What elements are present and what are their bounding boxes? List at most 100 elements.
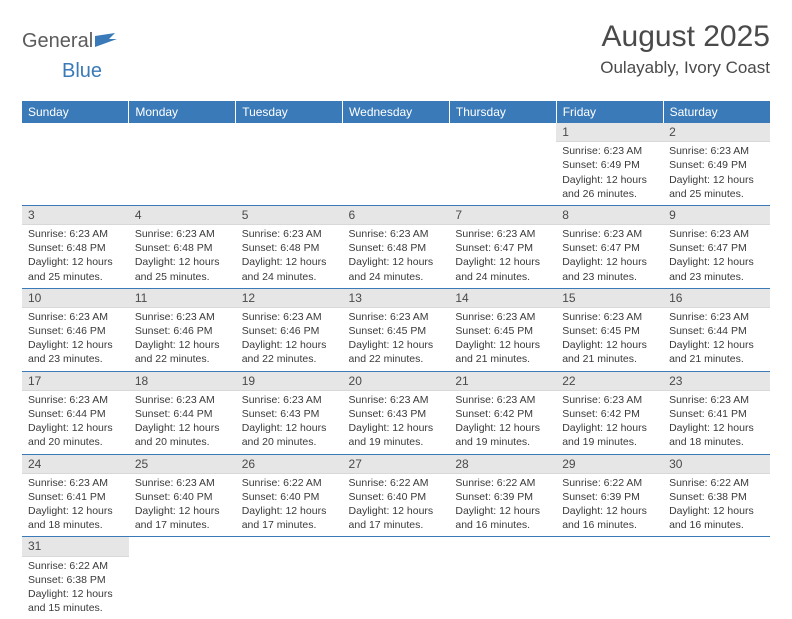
day-number: 7 [449, 206, 556, 225]
sunrise-line: Sunrise: 6:22 AM [562, 477, 642, 489]
sunrise-line: Sunrise: 6:23 AM [562, 145, 642, 157]
day-number: 26 [236, 455, 343, 474]
sunset-line: Sunset: 6:44 PM [28, 408, 106, 420]
sunset-line: Sunset: 6:42 PM [455, 408, 533, 420]
calendar-day-cell: .. [22, 123, 129, 205]
daylight-line: Daylight: 12 hours and 24 minutes. [349, 256, 434, 282]
weekday-header: Tuesday [236, 101, 343, 123]
sunrise-line: Sunrise: 6:23 AM [562, 228, 642, 240]
calendar-day-cell: 30Sunrise: 6:22 AMSunset: 6:38 PMDayligh… [663, 454, 770, 537]
day-number: 28 [449, 455, 556, 474]
day-details: Sunrise: 6:23 AMSunset: 6:44 PMDaylight:… [22, 391, 129, 454]
day-details: Sunrise: 6:22 AMSunset: 6:38 PMDaylight:… [663, 474, 770, 537]
daylight-line: Daylight: 12 hours and 17 minutes. [242, 505, 327, 531]
calendar-day-cell: 29Sunrise: 6:22 AMSunset: 6:39 PMDayligh… [556, 454, 663, 537]
day-details: Sunrise: 6:22 AM Sunset: 6:39 PM Daylight:… [449, 474, 556, 537]
daylight-line: Daylight: 12 hours and 21 minutes. [562, 339, 647, 365]
day-number: 19 [236, 372, 343, 391]
day-number: 21 [449, 372, 556, 391]
sunrise-line: Sunrise: 6:23 AM [242, 394, 322, 406]
sunrise-line: Sunrise: 6:23 AM [28, 477, 108, 489]
calendar-day-cell: .. [236, 537, 343, 619]
daylight-line: Daylight: 12 hours and 17 minutes. [349, 505, 434, 531]
sunrise-line: Sunrise: 6:23 AM [349, 311, 429, 323]
calendar-day-cell: 9Sunrise: 6:23 AMSunset: 6:47 PMDaylight… [663, 205, 770, 288]
sunrise-line: Sunrise: 6:23 AM [562, 311, 642, 323]
sunset-line: Sunset: 6:41 PM [28, 491, 106, 503]
daylight-line: Daylight: 12 hours and 23 minutes. [28, 339, 113, 365]
sunset-line: Sunset: 6:45 PM [562, 325, 640, 337]
calendar-week: 24Sunrise: 6:23 AMSunset: 6:41 PMDayligh… [22, 454, 770, 537]
daylight-line: Daylight: 12 hours and 20 minutes. [135, 422, 220, 448]
sunset-line: Sunset: 6:48 PM [349, 242, 427, 254]
sunset-line: Sunset: 6:41 PM [669, 408, 747, 420]
day-number: 3 [22, 206, 129, 225]
month-title: August 2025 [600, 20, 770, 54]
day-number: 4 [129, 206, 236, 225]
sunset-line: Sunset: 6:48 PM [135, 242, 213, 254]
sunrise-line: Sunrise: 6:23 AM [28, 228, 108, 240]
sunrise-line: Sunrise: 6:23 AM [349, 394, 429, 406]
title-block: August 2025 Oulayably, Ivory Coast [600, 20, 770, 78]
sunset-line: Sunset: 6:38 PM [28, 574, 106, 586]
daylight-line: Daylight: 12 hours and 25 minutes. [669, 174, 754, 200]
day-number: 29 [556, 455, 663, 474]
day-number: 31 [22, 537, 129, 556]
sunset-line: Sunset: 6:38 PM [669, 491, 747, 503]
sunset-line: Sunset: 6:47 PM [562, 242, 640, 254]
sunrise-line: Sunrise: 6:23 AM [242, 228, 322, 240]
calendar-day-cell: 13Sunrise: 6:23 AMSunset: 6:45 PMDayligh… [343, 288, 450, 371]
calendar-day-cell: .. [449, 123, 556, 205]
sunrise-line: Sunrise: 6:22 AM [28, 560, 108, 572]
sunset-line: Sunset: 6:48 PM [242, 242, 320, 254]
sunset-line: Sunset: 6:40 PM [349, 491, 427, 503]
day-number: 1 [556, 123, 663, 142]
sunset-line: Sunset: 6:42 PM [562, 408, 640, 420]
calendar-week: 10Sunrise: 6:23 AMSunset: 6:46 PMDayligh… [22, 288, 770, 371]
sunrise-line: Sunrise: 6:23 AM [135, 228, 215, 240]
flag-icon [95, 30, 117, 53]
calendar-day-cell: 3Sunrise: 6:23 AMSunset: 6:48 PMDaylight… [22, 205, 129, 288]
calendar-week: 31Sunrise: 6:22 AMSunset: 6:38 PMDayligh… [22, 537, 770, 619]
sunset-line: Sunset: 6:49 PM [562, 159, 640, 171]
daylight-line: Daylight: 12 hours and 22 minutes. [135, 339, 220, 365]
weekday-header: Wednesday [343, 101, 450, 123]
day-number: 6 [343, 206, 450, 225]
calendar-day-cell: 26Sunrise: 6:22 AMSunset: 6:40 PMDayligh… [236, 454, 343, 537]
day-number: 8 [556, 206, 663, 225]
calendar-day-cell: .. [129, 537, 236, 619]
day-number: 12 [236, 289, 343, 308]
day-details: Sunrise: 6:22 AMSunset: 6:40 PMDaylight:… [343, 474, 450, 537]
daylight-line: Daylight: 12 hours and 21 minutes. [669, 339, 754, 365]
daylight-line: Daylight: 12 hours and 21 minutes. [455, 339, 540, 365]
calendar-day-cell: 8Sunrise: 6:23 AMSunset: 6:47 PMDaylight… [556, 205, 663, 288]
calendar-day-cell: 1 Sunrise: 6:23 AM Sunset: 6:49 PM Daylight… [556, 123, 663, 205]
calendar-day-cell: 15Sunrise: 6:23 AMSunset: 6:45 PMDayligh… [556, 288, 663, 371]
calendar-week: ..........1Sunrise: 6:23 AMSunset: 6:49 … [22, 123, 770, 205]
sunrise-line: Sunrise: 6:22 AM [455, 477, 535, 489]
day-number: 18 [129, 372, 236, 391]
day-details: Sunrise: 6:23 AMSunset: 6:49 PMDaylight:… [663, 142, 770, 205]
day-number: 23 [663, 372, 770, 391]
calendar-week: 3 Sunrise: 6:23 AM Sunset: 6:48 PM Daylight… [22, 205, 770, 288]
day-number: 22 [556, 372, 663, 391]
sunrise-line: Sunrise: 6:23 AM [562, 394, 642, 406]
daylight-line: Daylight: 12 hours and 16 minutes. [455, 505, 540, 531]
sunset-line: Sunset: 6:47 PM [455, 242, 533, 254]
daylight-line: Daylight: 12 hours and 26 minutes. [562, 174, 647, 200]
sunrise-line: Sunrise: 6:23 AM [242, 311, 322, 323]
day-details: Sunrise: 6:22 AMSunset: 6:40 PMDaylight:… [236, 474, 343, 537]
day-number: 25 [129, 455, 236, 474]
sunset-line: Sunset: 6:39 PM [455, 491, 533, 503]
calendar-day-cell: .. [343, 123, 450, 205]
weekday-header: Thursday [449, 101, 556, 123]
sunset-line: Sunset: 6:45 PM [455, 325, 533, 337]
calendar-day-cell: 28 Sunrise: 6:22 AM Sunset: 6:39 PM Dayligh… [449, 454, 556, 537]
day-number: 16 [663, 289, 770, 308]
day-details: Sunrise: 6:23 AMSunset: 6:46 PMDaylight:… [22, 308, 129, 371]
calendar-day-cell: 24Sunrise: 6:23 AMSunset: 6:41 PMDayligh… [22, 454, 129, 537]
day-number: 17 [22, 372, 129, 391]
brand-name: GeneralBlue [22, 30, 117, 89]
calendar-day-cell: 22Sunrise: 6:23 AMSunset: 6:42 PMDayligh… [556, 371, 663, 454]
sunrise-line: Sunrise: 6:23 AM [669, 145, 749, 157]
